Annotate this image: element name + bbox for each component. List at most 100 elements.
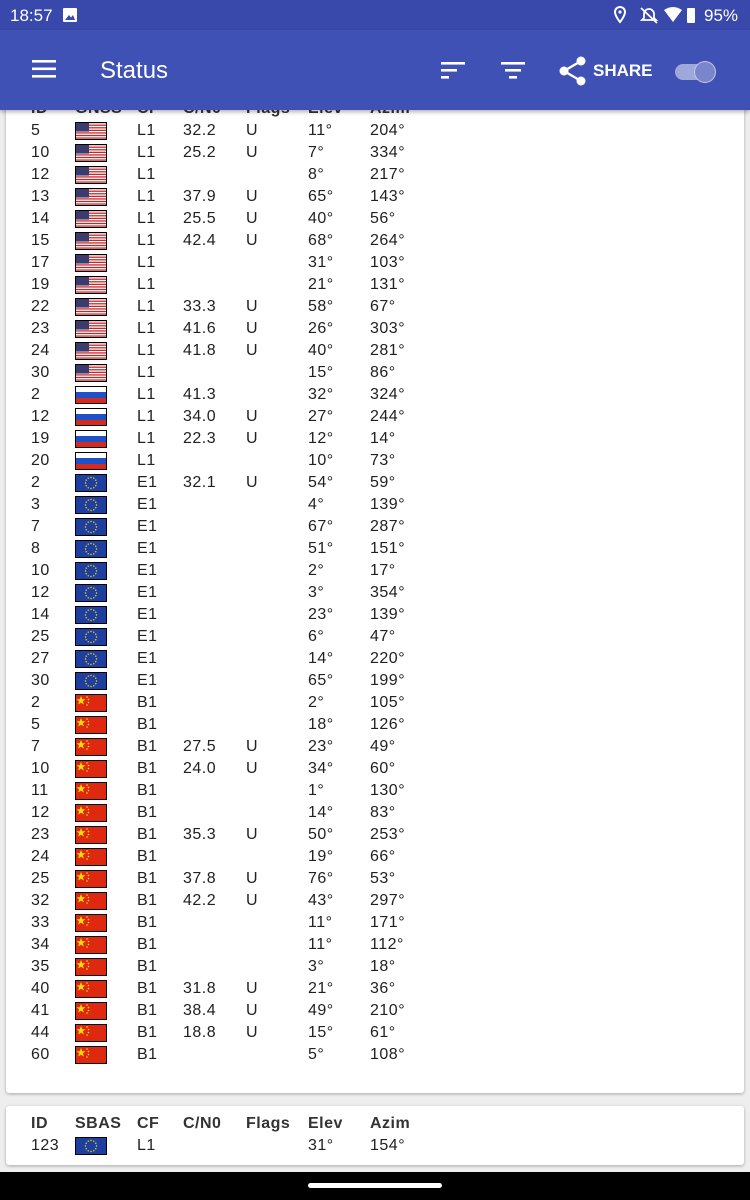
table-cell: 204°: [370, 122, 406, 139]
table-cell: L1: [137, 320, 156, 337]
table-cell: 2: [31, 694, 41, 711]
table-cell: 27°: [308, 408, 334, 425]
table-cell: 32.2: [183, 122, 217, 139]
us-flag: [75, 254, 107, 272]
table-cell: U: [246, 980, 259, 997]
table-cell: 1°: [308, 782, 325, 799]
table-cell: B1: [137, 914, 158, 931]
table-cell: 20: [31, 452, 50, 469]
table-cell: 11°: [308, 122, 333, 139]
share-button[interactable]: SHARE: [593, 61, 653, 80]
table-cell: L1: [137, 232, 156, 249]
table-cell: 14°: [308, 650, 334, 667]
table-cell: 7°: [308, 144, 325, 161]
table-cell: 151°: [370, 540, 406, 557]
cn-flag: [75, 980, 107, 998]
table-cell: 13: [31, 188, 50, 205]
table-cell: 5: [31, 122, 41, 139]
table-cell: 25: [31, 628, 50, 645]
sbas-card: [6, 1106, 744, 1165]
table-cell: 22: [31, 298, 50, 315]
cn-flag: [75, 848, 107, 866]
table-cell: E1: [137, 584, 158, 601]
table-cell: 59°: [370, 474, 396, 491]
eu-flag: [75, 562, 107, 580]
table-cell: 42.2: [183, 892, 217, 909]
table-cell: 4°: [308, 496, 325, 513]
table-cell: 3: [31, 496, 41, 513]
table-cell: 73°: [370, 452, 396, 469]
table-cell: E1: [137, 518, 158, 535]
table-cell: B1: [137, 782, 158, 799]
table-cell: 60°: [370, 760, 396, 777]
table-cell: 2°: [308, 562, 325, 579]
table-cell: 253°: [370, 826, 406, 843]
gallery-icon: [63, 8, 77, 22]
eu-flag: [75, 606, 107, 624]
table-cell: 30: [31, 672, 50, 689]
table-cell: 34.0: [183, 408, 217, 425]
table-cell: 41.6: [183, 320, 217, 337]
column-header: ID: [31, 1115, 48, 1132]
table-cell: L1: [137, 276, 156, 293]
toggle-switch[interactable]: [672, 56, 720, 86]
clock: 18:57: [10, 6, 53, 25]
eu-flag: [75, 518, 107, 536]
table-cell: 12: [31, 804, 50, 821]
table-cell: U: [246, 122, 259, 139]
table-cell: 25.5: [183, 210, 217, 227]
table-cell: 76°: [308, 870, 334, 887]
share-icon[interactable]: [558, 56, 588, 86]
ru-flag: [75, 430, 107, 448]
table-cell: E1: [137, 540, 158, 557]
table-cell: B1: [137, 738, 158, 755]
table-cell: B1: [137, 1046, 158, 1063]
table-cell: 112°: [370, 936, 404, 953]
table-cell: 23: [31, 826, 50, 843]
table-cell: 264°: [370, 232, 406, 249]
table-cell: 14°: [370, 430, 396, 447]
table-cell: E1: [137, 562, 158, 579]
table-cell: 27: [31, 650, 50, 667]
table-cell: 32.1: [183, 474, 217, 491]
table-cell: B1: [137, 958, 158, 975]
table-cell: E1: [137, 496, 158, 513]
table-cell: 32°: [308, 386, 334, 403]
table-cell: U: [246, 408, 259, 425]
table-cell: 126°: [370, 716, 406, 733]
filter-button[interactable]: [501, 60, 527, 80]
cn-flag: [75, 826, 107, 844]
table-cell: 15°: [308, 364, 334, 381]
table-cell: B1: [137, 760, 158, 777]
table-cell: 12°: [308, 430, 334, 447]
table-cell: 21°: [308, 980, 334, 997]
cn-flag: [75, 716, 107, 734]
ru-flag: [75, 408, 107, 426]
sort-button[interactable]: [441, 60, 467, 80]
table-cell: 68°: [308, 232, 334, 249]
table-cell: L1: [137, 298, 156, 315]
table-cell: B1: [137, 804, 158, 821]
table-cell: 43°: [308, 892, 334, 909]
table-cell: 49°: [370, 738, 396, 755]
table-cell: 44: [31, 1024, 50, 1041]
home-handle[interactable]: [308, 1183, 442, 1188]
table-cell: 281°: [370, 342, 406, 359]
table-cell: 2: [31, 474, 41, 491]
table-cell: 41.3: [183, 386, 217, 403]
table-cell: L1: [137, 364, 156, 381]
eu-flag: [75, 628, 107, 646]
eu-flag: [75, 474, 107, 492]
table-cell: 23°: [308, 606, 334, 623]
table-cell: B1: [137, 848, 158, 865]
us-flag: [75, 320, 107, 338]
column-header: Elev: [308, 1115, 343, 1132]
eu-flag: [75, 650, 107, 668]
table-cell: 3°: [308, 584, 325, 601]
table-cell: 42.4: [183, 232, 217, 249]
menu-button[interactable]: [32, 58, 58, 80]
cn-flag: [75, 936, 107, 954]
table-cell: 143°: [370, 188, 406, 205]
us-flag: [75, 232, 107, 250]
cn-flag: [75, 914, 107, 932]
